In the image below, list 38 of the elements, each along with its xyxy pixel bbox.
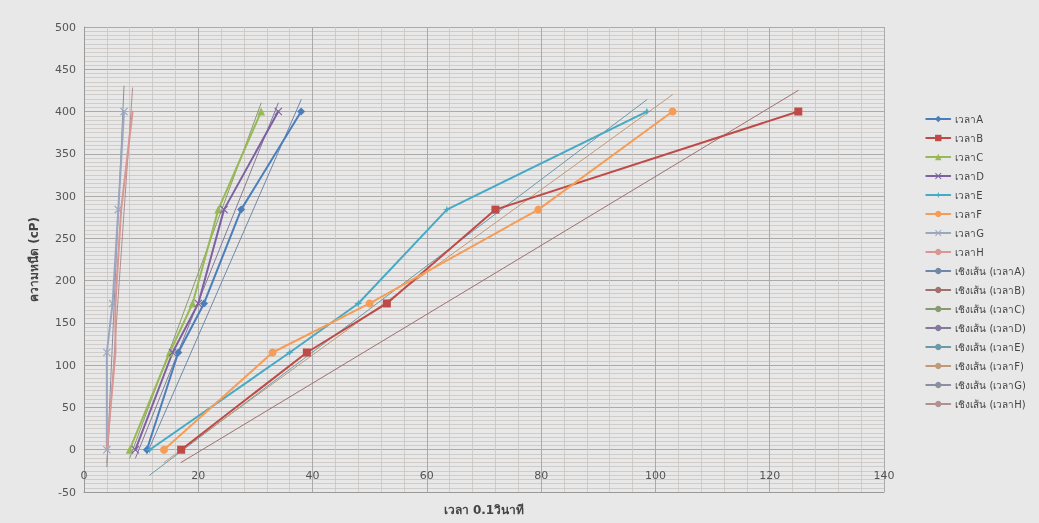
y-tick-label: 100 — [55, 358, 76, 372]
legend-label: เวลาE — [955, 189, 983, 201]
x-tick-label: 40 — [305, 469, 320, 482]
y-tick-label: 450 — [55, 62, 76, 76]
legend-label: เชิงเส้น (เวลาD) — [955, 322, 1027, 334]
x-tick-label: 140 — [873, 469, 895, 482]
legend-label: เวลาG — [955, 227, 985, 239]
x-tick-label: 100 — [644, 469, 666, 482]
legend-label: เวลาB — [955, 132, 984, 144]
legend-label: เชิงเส้น (เวลาH) — [955, 398, 1026, 410]
legend-label: เชิงเส้น (เวลาB) — [955, 284, 1026, 296]
x-tick-label: 20 — [191, 469, 206, 482]
legend-label: เวลาA — [955, 113, 984, 125]
y-tick-label: 200 — [55, 274, 76, 288]
legend-label: เวลาF — [955, 208, 983, 220]
y-tick-label: 400 — [55, 105, 76, 119]
legend-label: เชิงเส้น (เวลาE) — [955, 341, 1025, 353]
y-tick-label: 0 — [69, 443, 76, 457]
y-tick-label: 500 — [55, 20, 76, 34]
x-tick-label: 0 — [80, 469, 88, 482]
y-tick-label: -50 — [58, 485, 76, 499]
legend-label: เวลาC — [955, 151, 984, 163]
x-tick-label: 80 — [534, 469, 549, 482]
y-axis-title: ความหนืด (cP) — [27, 216, 41, 303]
y-tick-label: 350 — [55, 147, 76, 161]
legend-label: เชิงเส้น (เวลาG) — [955, 379, 1027, 391]
legend-label: เวลาD — [955, 170, 985, 182]
x-axis-title: เวลา 0.1วินาที — [443, 503, 525, 517]
y-tick-label: 250 — [55, 231, 76, 245]
x-tick-label: 120 — [759, 469, 781, 482]
y-tick-label: 150 — [55, 316, 76, 330]
legend-label: เชิงเส้น (เวลาA) — [955, 265, 1026, 277]
legend-label: เชิงเส้น (เวลาF) — [955, 360, 1025, 372]
y-tick-label: 50 — [62, 400, 76, 414]
legend-label: เชิงเส้น (เวลาC) — [955, 303, 1026, 315]
legend-label: เวลาH — [955, 246, 984, 258]
y-tick-label: 300 — [55, 189, 76, 203]
x-tick-label: 60 — [419, 469, 434, 482]
